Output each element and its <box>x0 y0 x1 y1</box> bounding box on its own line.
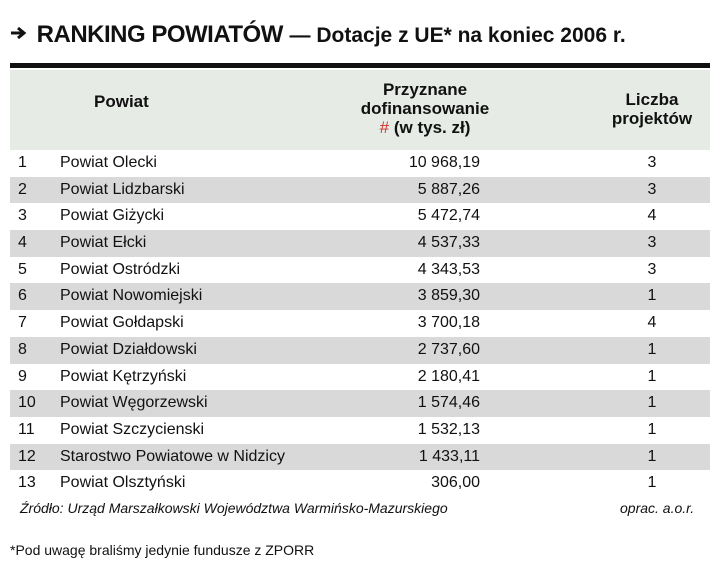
header-name: Powiat <box>94 92 149 111</box>
cell-count: 1 <box>647 340 657 358</box>
footnote: *Pod uwagę braliśmy jedynie fundusze z Z… <box>10 542 315 558</box>
cell-value: 3 700,18 <box>417 314 480 332</box>
table-row: 3 Powiat Giżycki 5 472,74 4 <box>10 203 710 230</box>
cell-rank: 7 <box>18 314 27 332</box>
cell-name: Powiat Węgorzewski <box>60 394 208 412</box>
table-row: 8 Powiat Działdowski 2 737,60 1 <box>10 336 710 364</box>
header-value-text: Przyznane dofinansowanie <box>360 80 490 118</box>
cell-rank: 4 <box>18 234 27 252</box>
cell-name: Starostwo Powiatowe w Nidzicy <box>60 447 285 465</box>
table-row: 5 Powiat Ostródzki 4 343,53 3 <box>10 257 710 284</box>
cell-count: 4 <box>647 314 657 332</box>
table-row: 2 Powiat Lidzbarski 5 887,26 3 <box>10 176 710 204</box>
table-row: 10 Powiat Węgorzewski 1 574,46 1 <box>10 390 710 417</box>
cell-value: 10 968,19 <box>408 154 480 171</box>
cell-value: 1 433,11 <box>418 447 480 465</box>
table-row: 7 Powiat Gołdapski 3 700,18 4 <box>10 310 710 337</box>
cell-name: Powiat Kętrzyński <box>60 367 187 385</box>
source: Źródło: Urząd Marszałkowski Województwa … <box>20 500 448 516</box>
cell-value: 1 574,46 <box>417 394 480 412</box>
cell-count: 3 <box>647 260 657 278</box>
header-count: Liczba projektów <box>611 90 693 128</box>
header-value: Przyznane dofinansowanie # (w tys. zł) <box>350 80 500 137</box>
cell-name: Powiat Szczycienski <box>60 420 205 438</box>
table-row: 9 Powiat Kętrzyński 2 180,41 1 <box>10 364 710 391</box>
cell-count: 1 <box>647 287 657 305</box>
cell-value: 2 180,41 <box>417 367 480 385</box>
title-sub: — Dotacje z UE* na koniec 2006 r. <box>289 24 626 47</box>
cell-count: 1 <box>647 474 657 492</box>
cell-count: 1 <box>647 447 657 465</box>
rule <box>10 63 710 68</box>
cell-rank: 5 <box>18 260 27 278</box>
cell-rank: 13 <box>18 474 36 492</box>
cell-value: 2 737,60 <box>417 340 480 358</box>
cell-value: 5 887,26 <box>417 180 480 198</box>
table-header: Powiat Przyznane dofinansowanie # (w tys… <box>10 70 710 150</box>
cell-rank: 3 <box>18 207 27 225</box>
cell-name: Powiat Ełcki <box>60 234 147 252</box>
cell-value: 5 472,74 <box>417 207 480 225</box>
cell-rank: 10 <box>18 394 36 412</box>
table-row: 13 Powiat Olsztyński 306,00 1 <box>10 470 710 497</box>
cell-value: 1 532,13 <box>417 420 480 438</box>
header-value-unit: (w tys. zł) <box>393 118 471 137</box>
cell-name: Powiat Olecki <box>60 154 157 171</box>
table-row: 1 Powiat Olecki 10 968,19 3 <box>10 150 710 177</box>
cell-rank: 12 <box>18 447 36 465</box>
cell-name: Powiat Olsztyński <box>60 474 186 492</box>
cell-name: Powiat Działdowski <box>60 340 197 358</box>
table-row: 12 Starostwo Powiatowe w Nidzicy 1 433,11 1 <box>10 443 710 471</box>
cell-value: 306,00 <box>431 474 480 492</box>
cell-count: 3 <box>647 154 657 171</box>
header-marker: # <box>379 118 390 137</box>
arrow-icon <box>11 26 27 40</box>
cell-value: 3 859,30 <box>417 287 480 305</box>
cell-rank: 2 <box>18 180 27 198</box>
cell-value: 4 343,53 <box>417 260 480 278</box>
cell-name: Powiat Lidzbarski <box>60 180 185 198</box>
cell-rank: 9 <box>18 367 27 385</box>
cell-count: 1 <box>647 394 657 412</box>
cell-rank: 8 <box>18 340 27 358</box>
cell-count: 1 <box>647 420 657 438</box>
cell-count: 4 <box>647 207 657 225</box>
title: RANKING POWIATÓW — Dotacje z UE* na koni… <box>10 20 626 51</box>
cell-name: Powiat Gołdapski <box>60 314 184 332</box>
credit: oprac. a.o.r. <box>620 500 695 516</box>
cell-rank: 1 <box>18 154 27 171</box>
cell-count: 3 <box>647 234 657 252</box>
cell-name: Powiat Giżycki <box>60 207 165 225</box>
table-row: 6 Powiat Nowomiejski 3 859,30 1 <box>10 283 710 311</box>
title-main: RANKING POWIATÓW <box>36 21 284 48</box>
cell-count: 1 <box>647 367 657 385</box>
cell-name: Powiat Nowomiejski <box>60 287 203 305</box>
cell-name: Powiat Ostródzki <box>60 260 181 278</box>
cell-value: 4 537,33 <box>417 234 480 252</box>
table-body: 1 Powiat Olecki 10 968,19 3 2 Powiat Lidzbars… <box>10 150 710 497</box>
table-row: 11 Powiat Szczycienski 1 532,13 1 <box>10 417 710 444</box>
cell-count: 3 <box>647 180 657 198</box>
table-row: 4 Powiat Ełcki 4 537,33 3 <box>10 230 710 257</box>
cell-rank: 11 <box>18 420 35 438</box>
cell-rank: 6 <box>18 287 27 305</box>
